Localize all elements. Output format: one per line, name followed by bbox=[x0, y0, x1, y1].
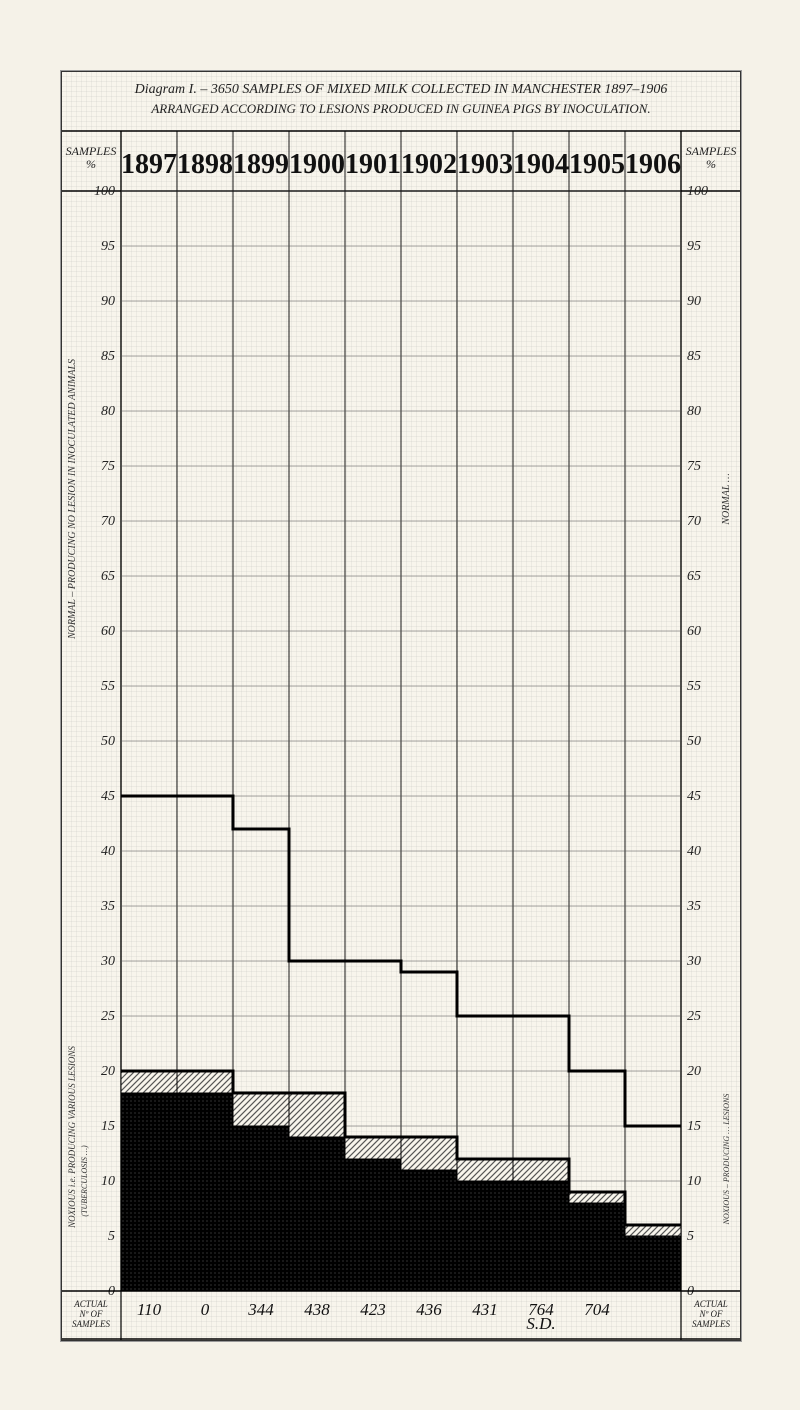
svg-text:344: 344 bbox=[247, 1300, 274, 1319]
svg-text:45: 45 bbox=[101, 789, 115, 804]
svg-text:SAMPLES: SAMPLES bbox=[72, 1319, 110, 1329]
svg-text:60: 60 bbox=[101, 624, 115, 639]
svg-text:438: 438 bbox=[304, 1300, 330, 1319]
svg-text:1905: 1905 bbox=[569, 149, 625, 180]
svg-text:(TUBERCULOSIS …): (TUBERCULOSIS …) bbox=[80, 1145, 89, 1217]
svg-text:80: 80 bbox=[687, 404, 701, 419]
svg-text:35: 35 bbox=[686, 899, 701, 914]
svg-text:SAMPLES: SAMPLES bbox=[66, 144, 117, 158]
page: Diagram I. – 3650 SAMPLES OF MIXED MILK … bbox=[0, 0, 800, 1410]
svg-text:431: 431 bbox=[472, 1300, 498, 1319]
svg-text:95: 95 bbox=[101, 239, 115, 254]
svg-text:15: 15 bbox=[101, 1119, 115, 1134]
svg-text:20: 20 bbox=[687, 1064, 701, 1079]
svg-text:NOXIOUS – PRODUCING … LESIONS: NOXIOUS – PRODUCING … LESIONS bbox=[722, 1094, 731, 1226]
svg-text:50: 50 bbox=[101, 734, 115, 749]
svg-text:423: 423 bbox=[360, 1300, 386, 1319]
svg-text:65: 65 bbox=[687, 569, 701, 584]
svg-text:1901: 1901 bbox=[345, 149, 401, 180]
svg-text:90: 90 bbox=[687, 294, 701, 309]
svg-text:Nº OF: Nº OF bbox=[698, 1309, 723, 1319]
svg-text:1899: 1899 bbox=[233, 149, 289, 180]
svg-text:85: 85 bbox=[687, 349, 701, 364]
svg-text:NOXIOUS i.e. PRODUCING VARIOUS: NOXIOUS i.e. PRODUCING VARIOUS LESIONS bbox=[67, 1046, 77, 1229]
svg-text:60: 60 bbox=[687, 624, 701, 639]
svg-text:5: 5 bbox=[108, 1229, 115, 1244]
svg-text:%: % bbox=[86, 157, 96, 171]
svg-text:NORMAL – PRODUCING NO LESION: NORMAL – PRODUCING NO LESION IN INOCULAT… bbox=[67, 359, 78, 640]
svg-text:30: 30 bbox=[100, 954, 115, 969]
svg-text:SAMPLES: SAMPLES bbox=[692, 1319, 730, 1329]
svg-text:1897: 1897 bbox=[121, 149, 177, 180]
svg-text:Diagram I. – 3650 SAMPLES OF M: Diagram I. – 3650 SAMPLES OF MIXED MILK … bbox=[134, 82, 668, 97]
svg-text:436: 436 bbox=[416, 1300, 442, 1319]
svg-text:1903: 1903 bbox=[457, 149, 513, 180]
svg-text:10: 10 bbox=[101, 1174, 115, 1189]
svg-text:85: 85 bbox=[101, 349, 115, 364]
svg-text:90: 90 bbox=[101, 294, 115, 309]
svg-text:100: 100 bbox=[687, 184, 708, 199]
svg-text:10: 10 bbox=[687, 1174, 701, 1189]
svg-text:35: 35 bbox=[100, 899, 115, 914]
svg-text:704: 704 bbox=[584, 1300, 610, 1319]
svg-text:25: 25 bbox=[687, 1009, 701, 1024]
svg-text:1904: 1904 bbox=[513, 149, 569, 180]
svg-text:20: 20 bbox=[101, 1064, 115, 1079]
svg-text:ACTUAL: ACTUAL bbox=[73, 1299, 108, 1309]
svg-text:30: 30 bbox=[686, 954, 701, 969]
svg-text:40: 40 bbox=[101, 844, 115, 859]
svg-text:Nº OF: Nº OF bbox=[78, 1309, 103, 1319]
svg-text:50: 50 bbox=[687, 734, 701, 749]
svg-text:ARRANGED ACCORDING TO LESIONS: ARRANGED ACCORDING TO LESIONS PRODUCED I… bbox=[150, 101, 650, 116]
svg-text:55: 55 bbox=[101, 679, 115, 694]
chart-container: Diagram I. – 3650 SAMPLES OF MIXED MILK … bbox=[60, 70, 742, 1342]
svg-text:80: 80 bbox=[101, 404, 115, 419]
svg-text:25: 25 bbox=[101, 1009, 115, 1024]
svg-text:SAMPLES: SAMPLES bbox=[686, 144, 737, 158]
svg-text:110: 110 bbox=[137, 1300, 162, 1319]
svg-text:%: % bbox=[706, 157, 716, 171]
svg-text:65: 65 bbox=[101, 569, 115, 584]
svg-text:5: 5 bbox=[687, 1229, 694, 1244]
svg-text:1902: 1902 bbox=[401, 149, 457, 180]
svg-text:1906: 1906 bbox=[625, 149, 681, 180]
svg-text:55: 55 bbox=[687, 679, 701, 694]
svg-text:ACTUAL: ACTUAL bbox=[693, 1299, 728, 1309]
svg-text:15: 15 bbox=[687, 1119, 701, 1134]
svg-text:75: 75 bbox=[101, 459, 115, 474]
svg-text:1900: 1900 bbox=[289, 149, 345, 180]
svg-text:45: 45 bbox=[687, 789, 701, 804]
svg-text:100: 100 bbox=[94, 184, 115, 199]
svg-text:70: 70 bbox=[687, 514, 701, 529]
svg-text:S.D.: S.D. bbox=[526, 1314, 555, 1333]
svg-text:75: 75 bbox=[687, 459, 701, 474]
svg-text:NORMAL …: NORMAL … bbox=[721, 473, 732, 525]
chart-svg: Diagram I. – 3650 SAMPLES OF MIXED MILK … bbox=[61, 71, 741, 1341]
svg-text:95: 95 bbox=[687, 239, 701, 254]
svg-text:1898: 1898 bbox=[177, 149, 233, 180]
svg-text:70: 70 bbox=[101, 514, 115, 529]
svg-text:40: 40 bbox=[687, 844, 701, 859]
svg-text:0: 0 bbox=[201, 1300, 210, 1319]
